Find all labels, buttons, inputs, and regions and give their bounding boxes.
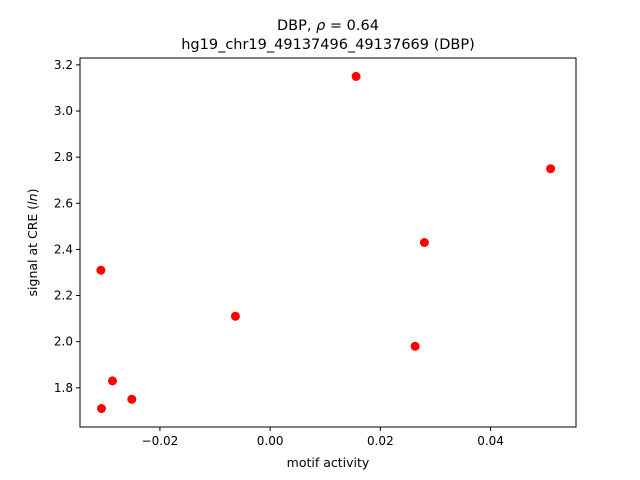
data-point-1 — [96, 265, 106, 275]
title-rho-symbol: ρ — [316, 18, 326, 34]
title-prefix: DBP, — [277, 18, 316, 34]
y-tick-label: 2.4 — [54, 242, 73, 256]
data-point-2 — [97, 404, 106, 413]
y-label-prefix: signal at CRE ( — [25, 205, 40, 297]
data-point-7 — [410, 341, 420, 351]
y-tick-label: 2.8 — [54, 150, 73, 164]
data-point-6 — [351, 71, 361, 81]
y-axis-label: signal at CRE (ln) — [25, 189, 40, 297]
x-tick-label: 0.04 — [477, 434, 504, 448]
x-tick-label: 0.02 — [367, 434, 394, 448]
y-axis-ticks: 1.8 2.0 2.2 2.4 2.6 2.8 3.0 3.2 — [54, 58, 80, 395]
title-rho-value: = 0.64 — [325, 18, 379, 34]
chart-title-line-1: DBP, ρ = 0.64 — [277, 18, 379, 34]
data-point-8 — [419, 238, 429, 247]
x-tick-label: −0.02 — [142, 434, 179, 448]
y-tick-label: 3.2 — [54, 58, 73, 72]
data-point-4 — [127, 394, 137, 404]
y-label-suffix: ) — [25, 189, 40, 194]
data-point-5 — [230, 311, 240, 321]
x-axis-ticks: −0.02 0.00 0.02 0.04 — [142, 427, 504, 448]
y-label-italic: ln — [25, 193, 40, 204]
y-tick-label: 2.2 — [54, 289, 73, 303]
data-points — [96, 71, 556, 413]
y-tick-label: 1.8 — [54, 381, 73, 395]
x-tick-label: 0.00 — [257, 434, 284, 448]
data-point-3 — [108, 376, 117, 386]
y-tick-label: 3.0 — [54, 104, 73, 118]
plot-area-frame — [79, 57, 577, 428]
y-tick-label: 2.6 — [54, 196, 73, 210]
x-axis-label: motif activity — [287, 455, 370, 470]
y-tick-label: 2.0 — [54, 335, 73, 349]
data-point-9 — [546, 164, 556, 174]
chart-title-line-2: hg19_chr19_49137496_49137669 (DBP) — [181, 37, 475, 53]
